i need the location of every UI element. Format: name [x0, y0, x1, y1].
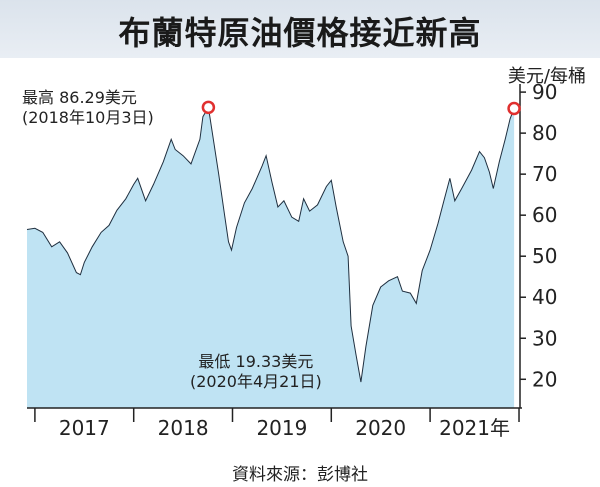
y-tick-label: 80	[532, 121, 557, 145]
x-tick-label: 2021年	[439, 416, 510, 440]
y-axis-ticks: 20 30 40 50 60 70 80 90	[520, 80, 557, 391]
highlight-marker	[507, 101, 521, 116]
chart-title: 布蘭特原油價格接近新高	[118, 14, 482, 52]
y-tick-label: 60	[532, 203, 557, 227]
price-line	[26, 105, 515, 383]
y-tick-label: 30	[532, 326, 557, 350]
y-tick-label: 70	[532, 162, 557, 186]
y-tick-label: 40	[532, 285, 557, 309]
y-tick-label: 20	[532, 367, 557, 391]
x-tick-label: 2018	[158, 416, 209, 440]
min-price-date: (2020年4月21日)	[190, 372, 322, 391]
x-axis-ticks: 2017 2018 2019 2020 2021年	[34, 408, 520, 440]
max-price-date: (2018年10月3日)	[22, 108, 154, 127]
y-tick-label: 90	[532, 80, 557, 104]
highlight-marker	[201, 100, 216, 115]
x-tick-label: 2020	[355, 416, 406, 440]
title-banner	[0, 0, 600, 58]
max-price-value: 最高 86.29美元	[22, 88, 137, 107]
x-tick-label: 2019	[256, 416, 307, 440]
min-price-value: 最低 19.33美元	[198, 352, 314, 371]
y-axis-unit-label: 美元/每桶	[507, 66, 586, 87]
price-area	[27, 107, 515, 409]
x-tick-label: 2017	[59, 416, 110, 440]
highlight-markers	[201, 100, 521, 116]
min-price-annotation: 最低 19.33美元 (2020年4月21日)	[190, 352, 322, 392]
max-price-annotation: 最高 86.29美元 (2018年10月3日)	[22, 88, 154, 128]
y-tick-label: 50	[532, 244, 557, 268]
data-source: 資料來源：彭博社	[232, 465, 368, 485]
